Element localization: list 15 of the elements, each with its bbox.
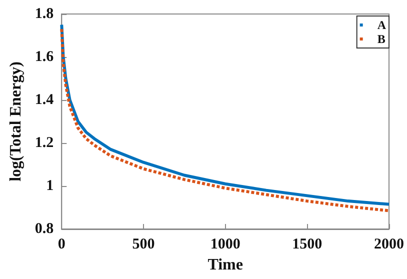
y-tick-label: 1.2 [34,135,54,151]
x-tick-label: 2000 [374,236,404,252]
legend-label: B [377,32,386,46]
y-tick-label: 1.6 [34,49,54,65]
x-tick-label: 0 [58,236,66,252]
legend-label: A [377,18,386,32]
y-tick-label: 1 [46,178,54,194]
x-tick-label: 500 [132,236,155,252]
y-axis-title: log(Total Energy) [8,62,24,182]
x-axis-title: Time [208,256,243,274]
y-tick-label: 1.4 [34,92,54,108]
x-tick-label: 1500 [292,236,322,252]
y-tick-label: 0.8 [34,221,54,237]
y-tick-label: 1.8 [34,6,54,22]
x-tick-label: 1000 [210,236,240,252]
